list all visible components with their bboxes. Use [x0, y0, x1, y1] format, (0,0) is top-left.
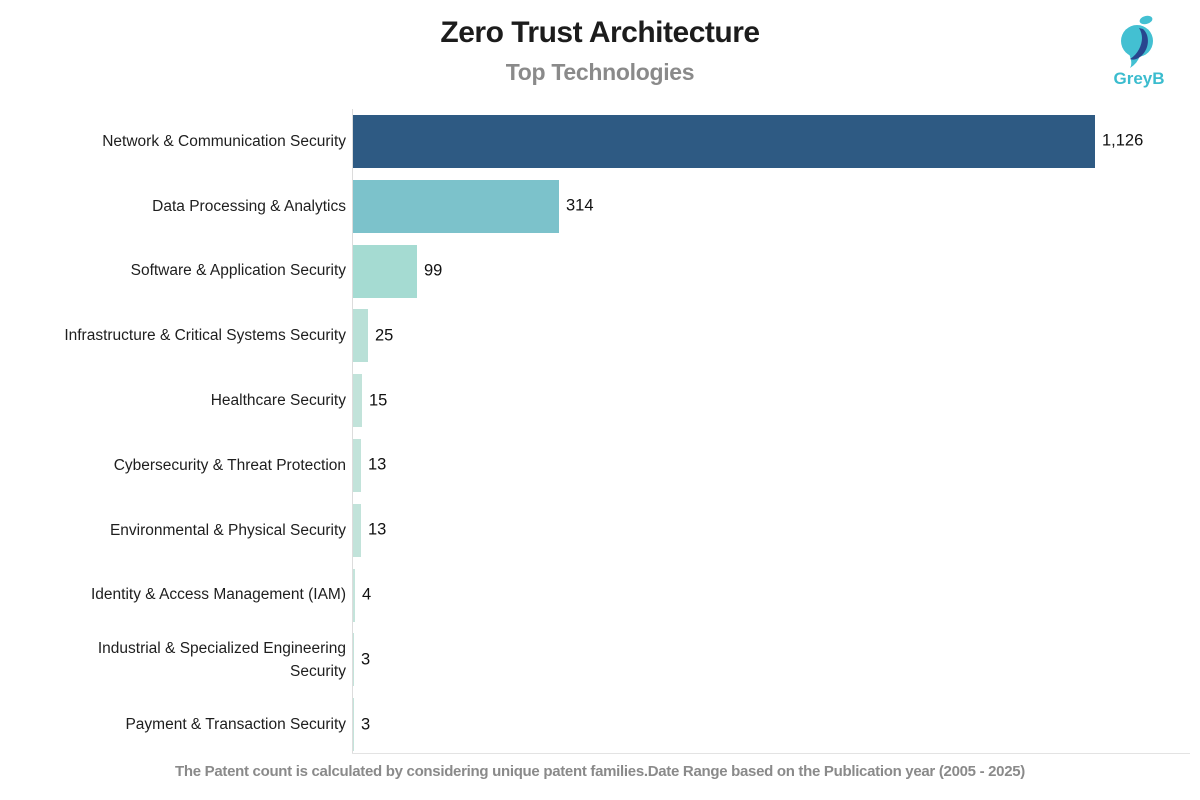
bar-cell: 25 [352, 303, 1200, 368]
bar[interactable] [352, 633, 354, 687]
chart-row: Software & Application Security 99 [0, 239, 1200, 304]
greyb-logo-icon: GreyB [1113, 15, 1165, 88]
bar-cell: 3 [352, 692, 1200, 757]
category-label: Software & Application Security [130, 262, 346, 280]
bar-cell: 13 [352, 433, 1200, 498]
bar[interactable] [352, 374, 362, 428]
value-label: 3 [361, 715, 371, 734]
category-label: Identity & Access Management (IAM) [91, 586, 346, 604]
y-axis-line [352, 109, 353, 753]
category-label: Network & Communication Security [102, 132, 346, 150]
bar[interactable] [352, 244, 417, 298]
bar-chart: Network & Communication Security 1,126 Dat… [0, 109, 1200, 757]
footnote: The Patent count is calculated by consid… [175, 763, 1025, 780]
chart-row: Payment & Transaction Security 3 [0, 692, 1200, 757]
x-axis-line [352, 753, 1190, 754]
chart-row: Identity & Access Management (IAM) 4 [0, 563, 1200, 628]
category-label: Industrial & Specialized Engineering Sec… [97, 639, 346, 680]
chart-row: Industrial & Specialized Engineering Sec… [0, 627, 1200, 692]
value-label: 4 [362, 585, 372, 604]
value-label: 15 [369, 391, 388, 410]
value-label: 13 [368, 455, 387, 474]
bar-cell: 3 [352, 627, 1200, 692]
category-label: Cybersecurity & Threat Protection [113, 456, 346, 474]
value-label: 3 [361, 650, 371, 669]
chart-row: Data Processing & Analytics 314 [0, 174, 1200, 239]
bar-cell: 15 [352, 368, 1200, 433]
bar[interactable] [352, 438, 361, 492]
bar[interactable] [352, 568, 355, 622]
bar-cell: 13 [352, 498, 1200, 563]
bar-cell: 99 [352, 239, 1200, 304]
chart-row: Cybersecurity & Threat Protection 13 [0, 433, 1200, 498]
bar[interactable] [352, 309, 368, 363]
chart-title: Zero Trust Architecture [440, 16, 760, 49]
greyb-logo-text: GreyB [1113, 69, 1164, 88]
chart-row: Environmental & Physical Security 13 [0, 498, 1200, 563]
bar-cell: 314 [352, 174, 1200, 239]
bar-cell: 4 [352, 563, 1200, 628]
value-label: 99 [424, 261, 443, 280]
bar[interactable] [352, 115, 1095, 168]
chart-subtitle: Top Technologies [505, 59, 695, 85]
chart-header: Zero Trust Architecture Top Technologies [0, 16, 1200, 86]
category-label: Payment & Transaction Security [125, 716, 346, 734]
category-label: Healthcare Security [210, 392, 346, 410]
category-label: Environmental & Physical Security [109, 521, 346, 539]
bar-rows: Network & Communication Security 1,126 Dat… [0, 109, 1200, 757]
chart-row: Healthcare Security 15 [0, 368, 1200, 433]
bar[interactable] [352, 503, 361, 557]
category-label: Data Processing & Analytics [152, 197, 346, 215]
greyb-logo: GreyB [1103, 8, 1175, 90]
value-label: 25 [375, 326, 394, 345]
category-label: Infrastructure & Critical Systems Securi… [64, 327, 346, 345]
chart-row: Network & Communication Security 1,126 [0, 109, 1200, 174]
bar[interactable] [352, 179, 559, 233]
value-label: 13 [368, 520, 387, 539]
bar-cell: 1,126 [352, 109, 1200, 174]
chart-row: Infrastructure & Critical Systems Securi… [0, 303, 1200, 368]
value-label: 1,126 [1102, 131, 1144, 150]
value-label: 314 [566, 196, 594, 215]
bar[interactable] [352, 698, 354, 752]
